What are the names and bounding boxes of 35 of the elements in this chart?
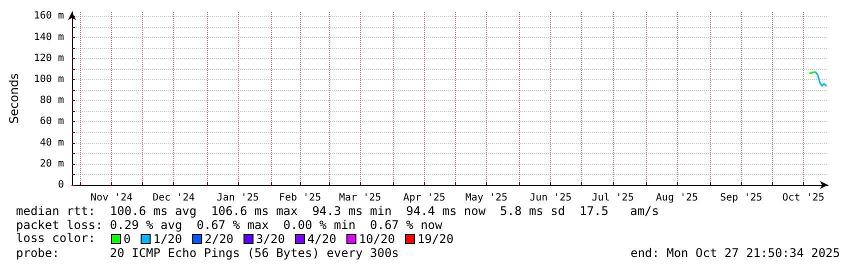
legend-label: 3/20 (256, 232, 285, 246)
x-tick-label: Sep '25 (720, 192, 762, 204)
y-tick-label: 20 m (40, 158, 64, 170)
y-tick-label: 100 m (34, 74, 64, 86)
text: probe: 20 ICMP Echo Pings (56 Bytes) every 300s (16, 246, 399, 260)
y-tick-label: 0 (58, 180, 64, 190)
legend-label: 10/20 (358, 232, 395, 246)
legend-label: 0 (124, 232, 131, 246)
legend-label: 4/20 (307, 232, 336, 246)
x-tick-label: Apr '25 (403, 192, 446, 204)
legend-title: loss color: (16, 231, 96, 245)
x-tick-label: May '25 (465, 192, 508, 204)
text: end: Mon Oct 27 21:50:34 2025 (630, 246, 840, 260)
text: median rtt: 100.6 ms avg 106.6 ms max 94.3 ms min 94.4 ms now 5.8 ms sd 17.5 am/s (16, 204, 659, 218)
x-tick-label: Dec '24 (152, 192, 195, 204)
x-tick-label: Mar '25 (339, 192, 382, 204)
y-tick-label: 40 m (40, 137, 64, 148)
y-tick-label: 120 m (34, 52, 64, 64)
text: packet loss: 0.29 % avg 0.67 % max 0.00 % min 0.67 % now (16, 218, 444, 232)
x-tick-label: Oct '25 (782, 192, 824, 204)
y-tick-label: 80 m (40, 95, 64, 106)
legend-label: 2/20 (204, 232, 234, 246)
y-tick-label: 160 m (34, 10, 64, 22)
x-tick-label: Nov '24 (90, 192, 133, 204)
legend-label: 1/20 (153, 232, 182, 246)
y-tick-label: 60 m (40, 116, 64, 128)
x-tick-label: Jan '25 (216, 192, 259, 204)
line-series (815, 71, 827, 87)
x-tick-label: Aug '25 (656, 192, 698, 204)
y-axis-title: Seconds (7, 73, 21, 124)
legend-label: 19/20 (417, 232, 454, 246)
y-tick-label: 140 m (34, 32, 64, 43)
x-tick-label: Jul '25 (592, 192, 634, 204)
x-tick-label: Jun '25 (530, 192, 572, 204)
x-tick-label: Feb '25 (278, 192, 322, 204)
